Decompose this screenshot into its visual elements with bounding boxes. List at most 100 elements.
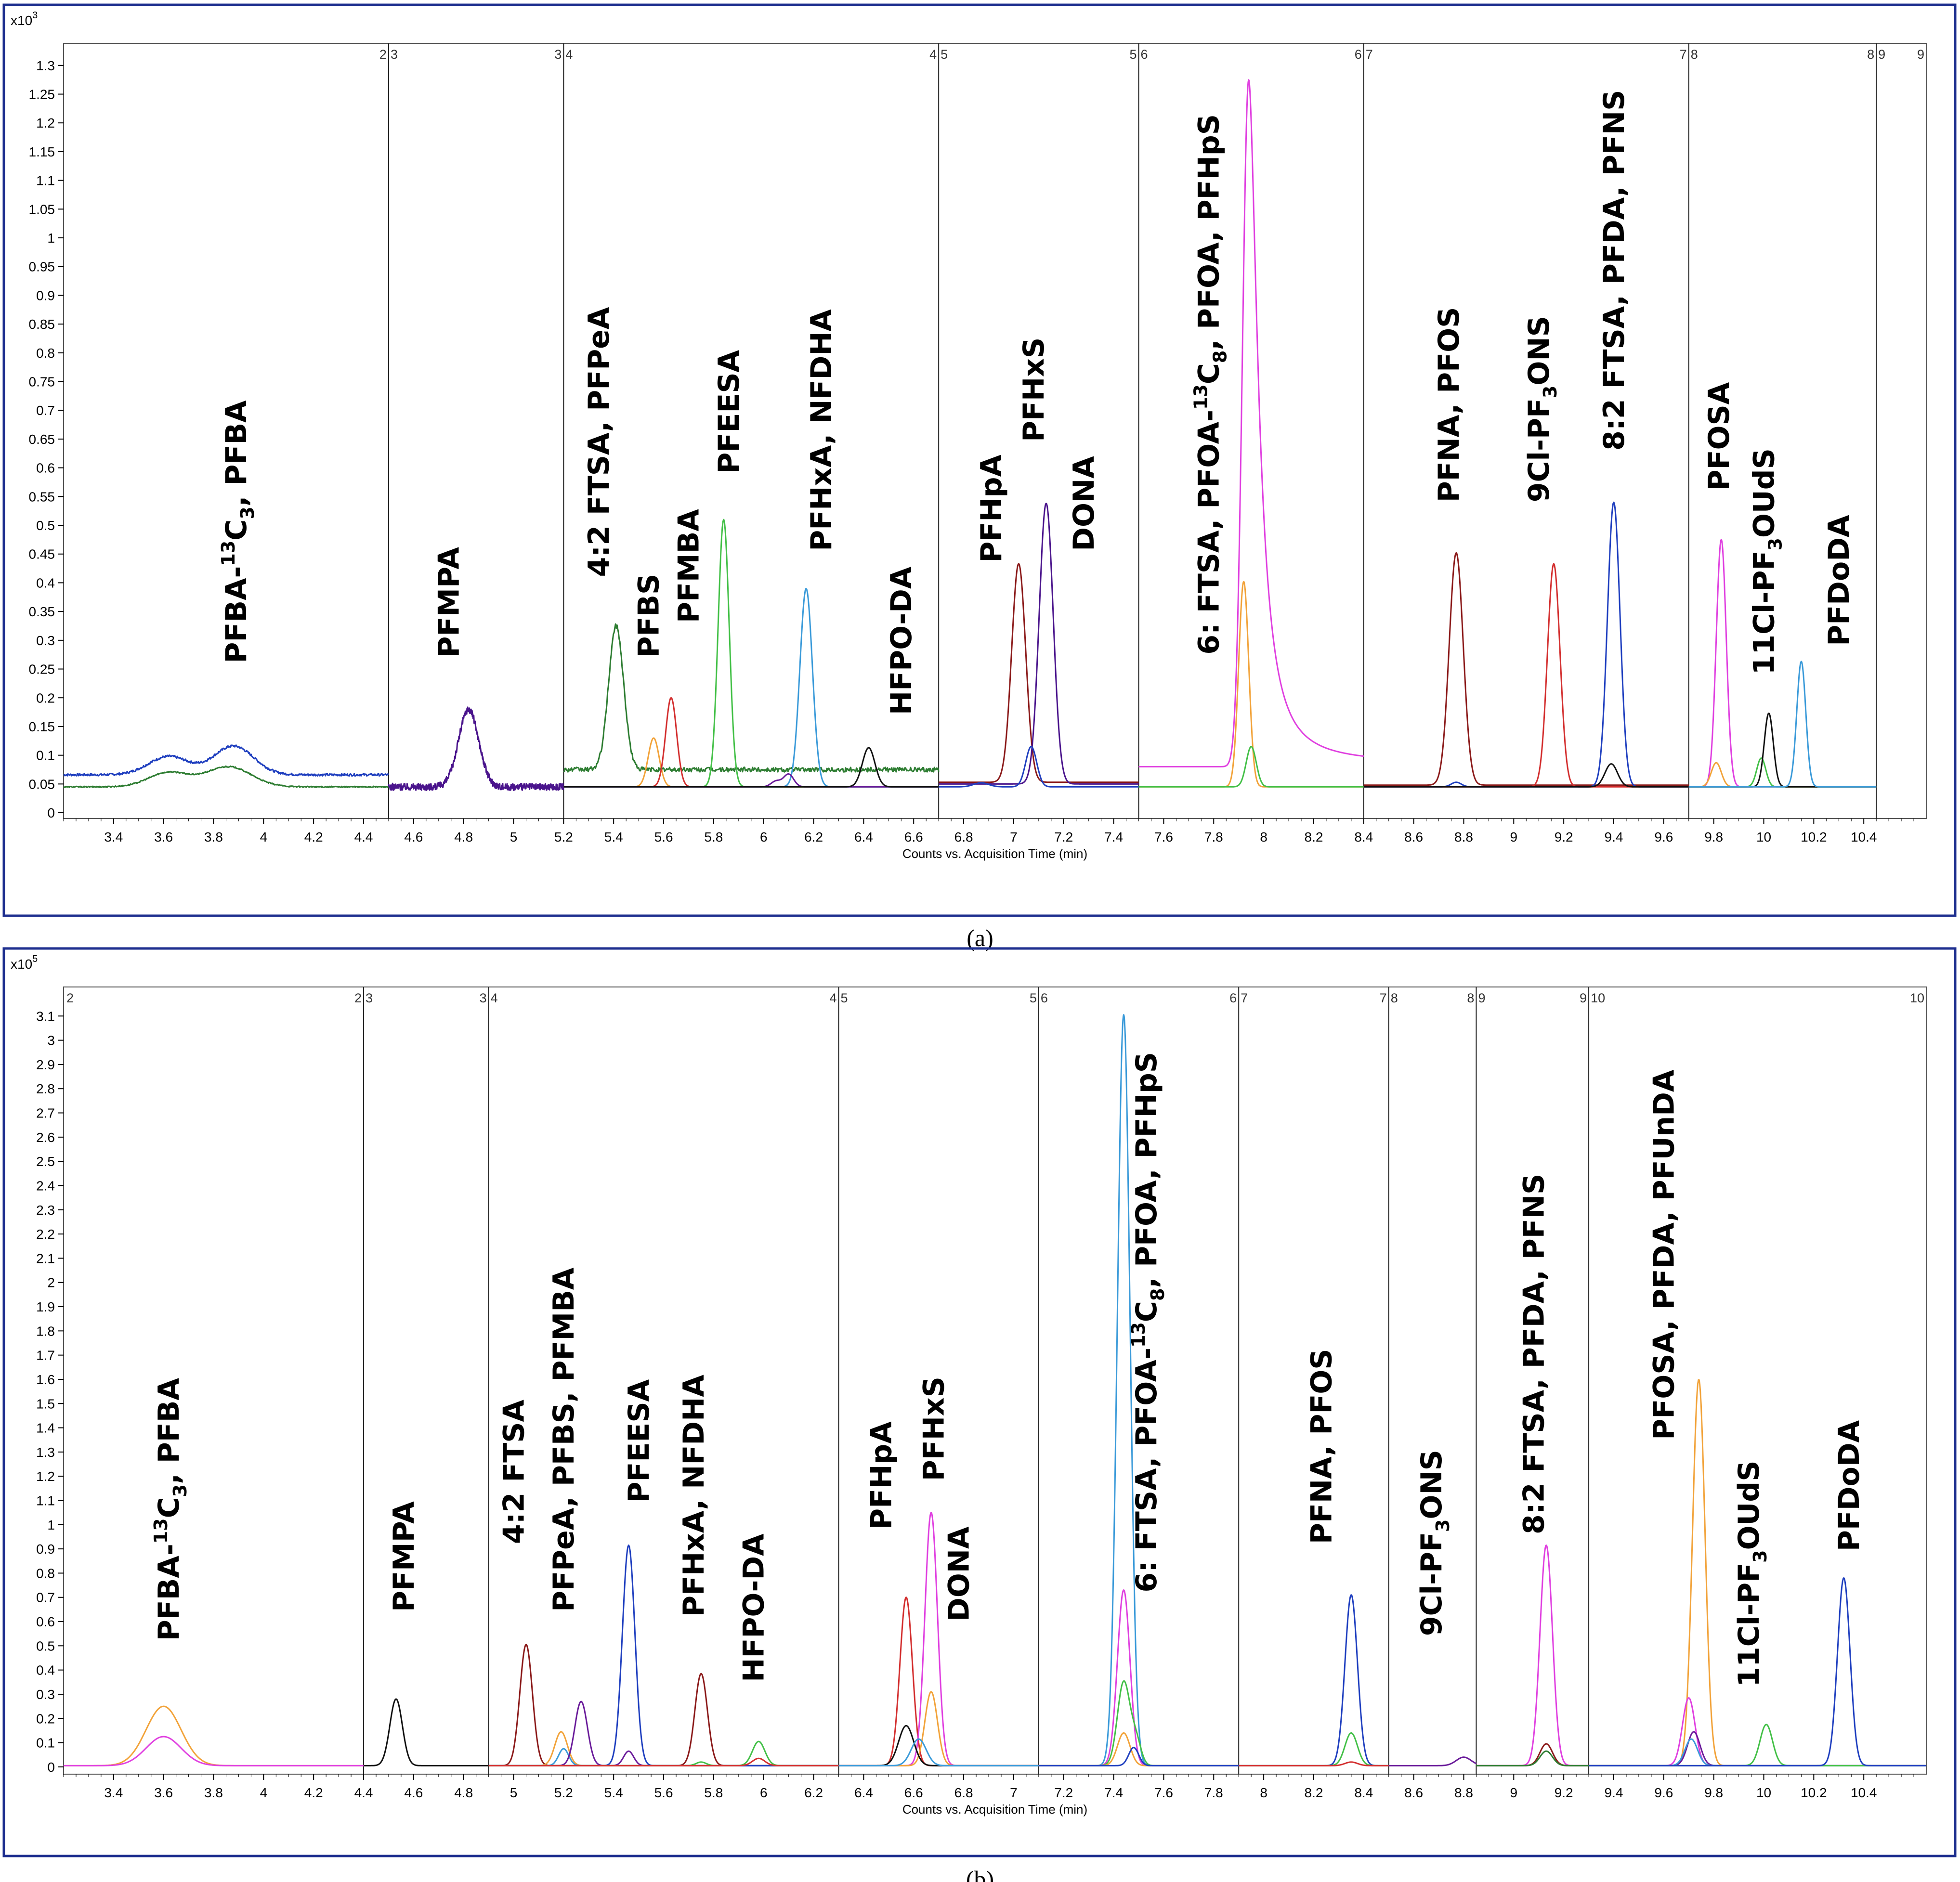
compound-label-text: 8:2 FTSA, PFDA, PFNS <box>1597 90 1631 451</box>
compound-label: PFEESA <box>622 1379 656 1503</box>
y-tick-label: 2.5 <box>36 1154 55 1169</box>
compound-label-text: PFNA, PFOS <box>1305 1349 1338 1544</box>
x-tick-label: 5 <box>510 830 518 844</box>
series-trace <box>1588 1724 1927 1766</box>
compound-label-text: 8:2 FTSA, PFDA, PFNS <box>1517 1174 1551 1534</box>
series-trace <box>838 1738 1039 1766</box>
y-tick-label: 0.9 <box>36 288 55 303</box>
x-tick-label: 7 <box>1010 1785 1018 1800</box>
y-tick-label: 0.95 <box>29 260 55 274</box>
compound-label-text: 9Cl-PF <box>1522 398 1556 502</box>
y-tick-label: 3 <box>47 1033 55 1048</box>
series-trace <box>1238 1594 1389 1766</box>
compound-label-text: 6: FTSA, PFOA- <box>1192 410 1226 655</box>
segment-label: 9 <box>1878 47 1885 62</box>
x-tick-label: 8.6 <box>1404 830 1423 844</box>
segment-label: 3 <box>366 991 373 1005</box>
series-trace <box>563 588 939 788</box>
y-tick-label: 0.1 <box>36 1736 55 1751</box>
x-tick-label: 6.4 <box>854 1785 873 1800</box>
plot-area <box>63 986 1927 1775</box>
series-trace <box>1588 1697 1927 1766</box>
compound-label: HFPO-DA <box>885 566 918 715</box>
x-tick-label: 5.4 <box>604 830 623 844</box>
compound-label-tail: OUdS <box>1732 1461 1766 1550</box>
segment-label: 4 <box>929 47 937 62</box>
series-trace <box>1688 762 1877 788</box>
compound-label-text: 4:2 FTSA, PFPeA <box>582 307 616 577</box>
compound-label-text: PFEESA <box>622 1379 656 1503</box>
x-tick-label: 3.6 <box>154 830 173 844</box>
compound-label: PFHxA, NFDHA <box>677 1375 711 1617</box>
compound-label: 8:2 FTSA, PFDA, PFNS <box>1517 1174 1551 1534</box>
segment-label: 5 <box>941 47 948 62</box>
x-tick-label: 8.2 <box>1305 830 1323 844</box>
segment-label: 10 <box>1910 991 1924 1005</box>
y-tick-label: 1.9 <box>36 1299 55 1314</box>
compound-label-sup: 13 <box>1190 384 1212 410</box>
compound-label: PFOSA <box>1702 382 1736 491</box>
y-tick-label: 1.6 <box>36 1372 55 1387</box>
series-trace <box>488 1545 839 1766</box>
x-tick-label: 8.8 <box>1454 830 1473 844</box>
y-tick-label: 0.15 <box>29 719 55 734</box>
compound-label-text: PFHxA, NFDHA <box>677 1375 711 1617</box>
x-tick-label: 4.4 <box>354 1785 373 1800</box>
y-tick-label: 0.7 <box>36 403 55 418</box>
y-tick-label: 0.6 <box>36 1614 55 1629</box>
y-tick-label: 2.2 <box>36 1227 55 1242</box>
segment-label: 6 <box>1355 47 1362 62</box>
segment-label: 8 <box>1691 47 1698 62</box>
series-trace <box>563 747 939 788</box>
segment-label: 4 <box>565 47 573 62</box>
compound-label: PFDoDA <box>1832 1420 1866 1551</box>
segment-label: 3 <box>480 991 487 1005</box>
compound-label: PFHxS <box>1017 337 1051 442</box>
x-tick-label: 8 <box>1260 830 1267 844</box>
plot-area <box>63 43 1927 819</box>
x-tick-label: 4 <box>260 1785 268 1800</box>
x-tick-label: 9.8 <box>1704 830 1723 844</box>
y-tick-label: 1.3 <box>36 58 55 73</box>
series-trace <box>488 1700 839 1766</box>
compound-label-tail: ONS <box>1415 1450 1449 1519</box>
compound-label-text: 11Cl-PF <box>1747 551 1781 675</box>
series-trace <box>838 1691 1039 1766</box>
segment-label: 5 <box>1130 47 1137 62</box>
panel-frame <box>2 947 1957 1857</box>
x-tick-label: 9.6 <box>1654 830 1673 844</box>
compound-label-sub: 3 <box>170 1484 191 1497</box>
series-trace <box>563 773 939 788</box>
compound-label: PFMPA <box>387 1501 421 1612</box>
y-tick-label: 0 <box>47 805 55 820</box>
series-trace <box>1363 501 1689 788</box>
y-tick-label: 1 <box>47 1518 55 1532</box>
x-tick-label: 5.8 <box>704 1785 723 1800</box>
x-tick-label: 6.6 <box>904 830 923 844</box>
x-tick-label: 5.2 <box>554 830 573 844</box>
compound-label: PFBS <box>632 574 666 658</box>
x-tick-label: 10 <box>1756 1785 1771 1800</box>
y-tick-label: 0.5 <box>36 1638 55 1653</box>
x-tick-label: 6.4 <box>854 830 873 844</box>
y-tick-label: 2.6 <box>36 1130 55 1145</box>
y-tick-label: 2.7 <box>36 1106 55 1121</box>
y-tick-label: 1.1 <box>36 1493 55 1508</box>
series-trace <box>388 706 564 791</box>
x-tick-label: 8.4 <box>1354 1785 1373 1800</box>
y-tick-label: 0.1 <box>36 748 55 763</box>
y-tick-label: 0.3 <box>36 1687 55 1702</box>
panel-label: (b) <box>966 1866 994 1882</box>
segment-label: 3 <box>391 47 398 62</box>
x-tick-label: 8.4 <box>1354 830 1373 844</box>
compound-label: PFMPA <box>432 547 466 658</box>
compound-label-mid: C <box>152 1497 186 1518</box>
x-tick-label: 7 <box>1010 830 1018 844</box>
panel-b-chromatogram: x105 0 0.1 0.2 0.3 0.4 0.5 0.6 0.7 0.8 0.9 1 1.1 1.2 1… <box>2 947 1957 1882</box>
segment-label: 2 <box>354 991 362 1005</box>
x-tick-label: 7.8 <box>1204 1785 1223 1800</box>
series-trace <box>563 697 939 788</box>
compound-label: 8:2 FTSA, PFDA, PFNS <box>1597 90 1631 451</box>
series-trace <box>838 1596 1039 1766</box>
y-tick-label: 0.2 <box>36 1711 55 1726</box>
